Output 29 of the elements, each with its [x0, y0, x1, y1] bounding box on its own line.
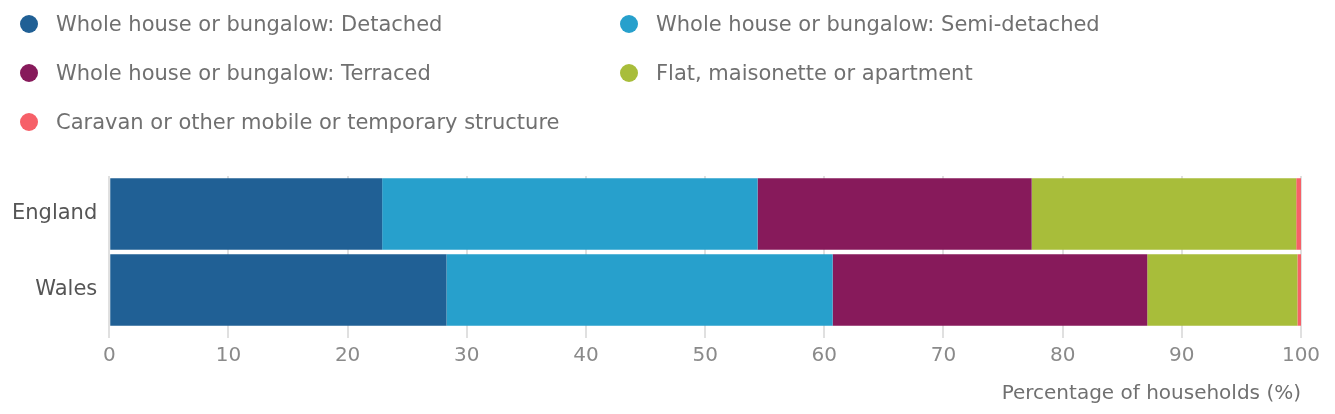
legend-label: Whole house or bungalow: Semi-detached [656, 11, 1100, 36]
x-tick-label: 50 [692, 342, 718, 367]
x-tick-label: 30 [454, 342, 480, 367]
x-tick-label: 0 [102, 342, 116, 367]
bar [1147, 254, 1298, 326]
x-tick-label: 90 [1169, 342, 1195, 367]
bar [110, 254, 447, 326]
x-tick-label: 100 [1281, 342, 1321, 367]
x-axis-title: Percentage of households (%) [1001, 380, 1301, 405]
legend-label: Caravan or other mobile or temporary structure [56, 110, 560, 135]
x-tick-label: 40 [573, 342, 599, 367]
y-tick-label: England [11, 200, 98, 225]
bar [446, 254, 833, 326]
x-tick-label: 60 [811, 342, 838, 367]
bar [382, 178, 758, 250]
x-tick-label: 80 [1049, 342, 1076, 367]
legend-label: Whole house or bungalow: Terraced [56, 60, 431, 85]
legend-label: Flat, maisonette or apartment [656, 60, 973, 85]
bar [757, 178, 1032, 250]
bar [1296, 178, 1301, 250]
bar [1031, 178, 1297, 250]
bar [1297, 254, 1301, 326]
x-tick-label: 10 [215, 342, 242, 367]
x-tick-label: 70 [930, 342, 957, 367]
bar [832, 254, 1148, 326]
bar [110, 178, 383, 250]
y-tick-label: Wales [35, 276, 98, 301]
legend-label: Whole house or bungalow: Detached [56, 11, 443, 36]
x-tick-label: 20 [334, 342, 361, 367]
